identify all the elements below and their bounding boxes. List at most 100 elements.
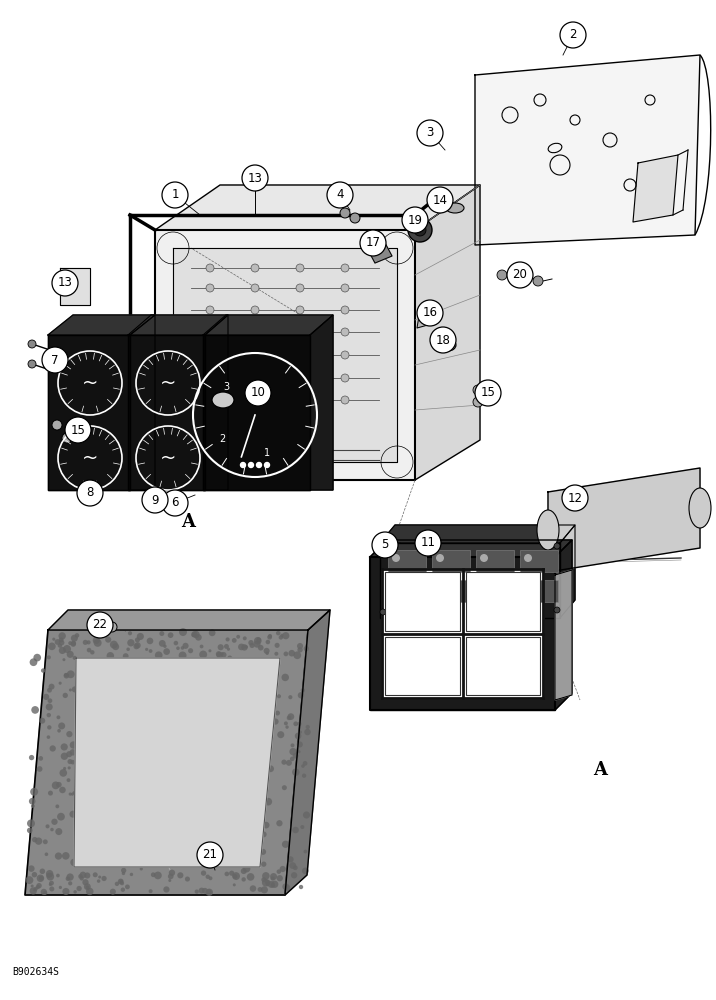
Circle shape <box>92 637 100 644</box>
Circle shape <box>247 873 254 881</box>
Circle shape <box>287 856 294 863</box>
Circle shape <box>74 633 79 638</box>
Circle shape <box>417 300 443 326</box>
Circle shape <box>341 306 349 314</box>
Circle shape <box>221 652 226 658</box>
Polygon shape <box>368 243 392 263</box>
Ellipse shape <box>440 339 456 351</box>
Circle shape <box>241 877 246 882</box>
Circle shape <box>258 645 263 651</box>
Circle shape <box>97 879 100 883</box>
Circle shape <box>284 885 291 891</box>
Circle shape <box>168 632 173 638</box>
Circle shape <box>155 651 163 659</box>
Circle shape <box>233 883 236 886</box>
Text: 9: 9 <box>151 493 159 506</box>
Circle shape <box>67 759 72 764</box>
Circle shape <box>262 872 270 880</box>
Circle shape <box>49 684 54 690</box>
Polygon shape <box>370 557 555 710</box>
Circle shape <box>266 705 273 712</box>
Circle shape <box>47 735 50 739</box>
Circle shape <box>149 889 153 893</box>
Circle shape <box>63 767 66 770</box>
Circle shape <box>554 543 560 549</box>
Circle shape <box>282 841 289 848</box>
Circle shape <box>475 380 501 406</box>
Circle shape <box>301 688 305 692</box>
Circle shape <box>67 731 72 737</box>
Circle shape <box>392 554 400 562</box>
Circle shape <box>233 874 238 879</box>
Circle shape <box>216 652 223 658</box>
Circle shape <box>160 631 165 636</box>
Circle shape <box>39 718 45 724</box>
Ellipse shape <box>212 392 234 408</box>
Circle shape <box>57 813 65 821</box>
Circle shape <box>176 646 180 650</box>
Circle shape <box>271 876 275 881</box>
Circle shape <box>68 881 72 885</box>
Circle shape <box>296 374 304 382</box>
Circle shape <box>62 693 68 698</box>
Circle shape <box>281 760 286 765</box>
Circle shape <box>209 629 216 636</box>
Circle shape <box>524 554 532 562</box>
Polygon shape <box>475 55 700 245</box>
Circle shape <box>46 824 49 828</box>
Polygon shape <box>203 335 310 490</box>
Circle shape <box>27 819 35 827</box>
Circle shape <box>59 886 62 889</box>
Circle shape <box>62 433 72 443</box>
Circle shape <box>289 748 296 755</box>
Circle shape <box>288 713 294 720</box>
Polygon shape <box>48 315 155 335</box>
Circle shape <box>72 686 78 692</box>
Text: ~: ~ <box>82 448 98 468</box>
Circle shape <box>216 651 221 657</box>
Circle shape <box>392 584 400 592</box>
Circle shape <box>47 655 51 659</box>
Circle shape <box>299 730 302 734</box>
Circle shape <box>208 649 211 652</box>
Ellipse shape <box>689 488 711 528</box>
Circle shape <box>206 351 214 359</box>
Circle shape <box>65 417 91 443</box>
Polygon shape <box>310 315 333 490</box>
Circle shape <box>98 876 101 879</box>
Circle shape <box>340 208 350 218</box>
Circle shape <box>276 820 283 826</box>
Bar <box>465 637 540 695</box>
Circle shape <box>57 643 62 648</box>
Circle shape <box>29 658 37 666</box>
Circle shape <box>79 872 87 878</box>
Circle shape <box>253 641 261 648</box>
Circle shape <box>206 264 214 272</box>
Circle shape <box>59 637 64 642</box>
Circle shape <box>57 715 60 719</box>
Text: 12: 12 <box>568 491 583 504</box>
Polygon shape <box>155 230 415 480</box>
Circle shape <box>29 755 34 760</box>
Polygon shape <box>155 185 480 230</box>
Polygon shape <box>633 155 678 222</box>
Circle shape <box>274 643 280 648</box>
Circle shape <box>341 328 349 336</box>
Circle shape <box>79 876 84 881</box>
Text: 13: 13 <box>248 172 263 184</box>
Polygon shape <box>417 305 438 328</box>
Circle shape <box>162 182 188 208</box>
Circle shape <box>52 270 78 296</box>
Polygon shape <box>560 525 575 618</box>
Circle shape <box>225 872 229 876</box>
Circle shape <box>293 753 299 759</box>
Circle shape <box>402 207 428 233</box>
Circle shape <box>84 872 90 879</box>
Circle shape <box>70 641 76 647</box>
Circle shape <box>251 284 259 292</box>
Circle shape <box>67 670 74 678</box>
Circle shape <box>71 641 76 646</box>
Circle shape <box>524 584 532 592</box>
Circle shape <box>266 640 270 644</box>
Circle shape <box>268 634 272 638</box>
